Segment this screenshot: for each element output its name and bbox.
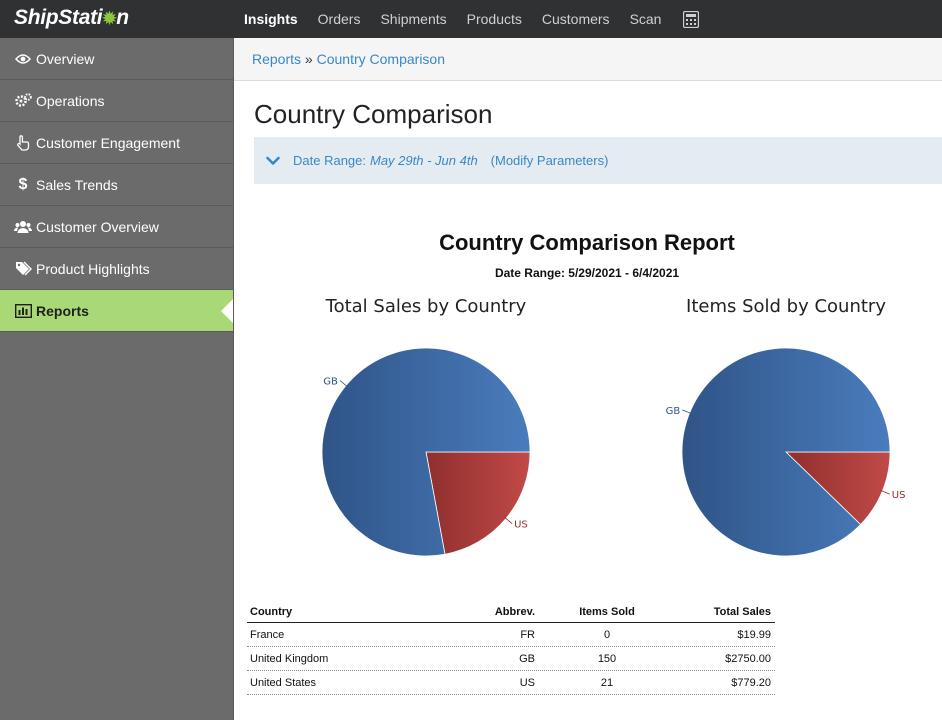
chevron-down-icon[interactable] xyxy=(266,156,280,166)
sidebar-item-label: Reports xyxy=(36,302,89,319)
nav-orders[interactable]: Orders xyxy=(317,11,361,27)
pie-label-us: US xyxy=(892,490,906,501)
nav-shipments[interactable]: Shipments xyxy=(380,11,447,27)
country-table: Country Abbrev. Items Sold Total Sales F… xyxy=(247,602,775,695)
pie-label-leader xyxy=(504,516,513,524)
sidebar-item-customer-engagement[interactable]: Customer Engagement xyxy=(0,122,233,164)
pie-slice-gb xyxy=(681,347,891,557)
sidebar-item-operations[interactable]: Operations xyxy=(0,80,233,122)
modify-parameters-link[interactable]: (Modify Parameters) xyxy=(490,153,609,168)
cell-items-sold: 0 xyxy=(603,628,611,641)
cell-abbrev: US xyxy=(519,676,535,689)
total-sales-chart-title: Total Sales by Country xyxy=(325,296,527,317)
table-row: United States US 21 $779.20 xyxy=(247,671,775,695)
cell-country: United Kingdom xyxy=(250,652,329,665)
cell-abbrev: FR xyxy=(520,628,535,641)
dollar-icon: $ xyxy=(18,175,28,193)
header-country: Country xyxy=(250,606,293,618)
table-row: France FR 0 $19.99 xyxy=(247,623,775,647)
eye-icon xyxy=(14,51,32,67)
cell-total-sales: $779.20 xyxy=(731,676,771,689)
sidebar-item-label: Overview xyxy=(36,50,95,67)
sidebar-item-customer-overview[interactable]: Customer Overview xyxy=(0,206,233,248)
cell-country: France xyxy=(250,628,285,641)
nav-scan[interactable]: Scan xyxy=(629,11,662,27)
page-title: Country Comparison xyxy=(254,99,493,129)
cell-country: United States xyxy=(250,676,317,689)
breadcrumb: Reports » Country Comparison xyxy=(234,38,942,81)
cell-abbrev: GB xyxy=(519,652,535,665)
table-header-row: Country Abbrev. Items Sold Total Sales xyxy=(247,602,775,623)
sidebar-item-label: Customer Engagement xyxy=(36,134,180,151)
pie-label-leader xyxy=(682,409,692,414)
users-icon xyxy=(14,219,32,235)
nav-customers[interactable]: Customers xyxy=(541,11,610,27)
breadcrumb-current-link[interactable]: Country Comparison xyxy=(316,51,445,67)
sidebar-item-product-highlights[interactable]: Product Highlights xyxy=(0,248,233,290)
tags-icon xyxy=(14,261,32,277)
main-nav: Insights Orders Shipments Products Custo… xyxy=(244,0,700,38)
breadcrumb-separator: » xyxy=(304,51,313,67)
nav-products[interactable]: Products xyxy=(466,11,522,27)
sidebar-item-label: Customer Overview xyxy=(36,218,159,235)
pie-label-us: US xyxy=(514,520,528,531)
sidebar-item-label: Product Highlights xyxy=(36,260,150,277)
sidebar-item-overview[interactable]: Overview xyxy=(0,38,233,80)
nav-insights[interactable]: Insights xyxy=(244,11,298,27)
header-items-sold: Items Sold xyxy=(579,606,635,618)
cell-total-sales: $19.99 xyxy=(737,628,771,641)
cell-items-sold: 150 xyxy=(597,652,617,665)
pointer-hand-icon xyxy=(14,134,32,151)
sidebar: Overview Operations Customer Engagement … xyxy=(0,38,234,720)
sidebar-item-reports[interactable]: Reports xyxy=(0,290,233,332)
top-navigation-bar: ShipStati✹n Insights Orders Shipments Pr… xyxy=(0,0,942,38)
items-sold-pie-chart: US GB xyxy=(666,347,906,557)
gear-logo-icon: ✹ xyxy=(102,9,117,28)
gears-icon xyxy=(14,93,32,109)
sidebar-item-label: Operations xyxy=(36,92,105,109)
header-total-sales: Total Sales xyxy=(713,606,771,618)
pie-label-leader xyxy=(339,380,348,388)
cell-items-sold: 21 xyxy=(600,676,614,689)
pie-label-gb: GB xyxy=(323,376,338,387)
sidebar-item-sales-trends[interactable]: $ Sales Trends xyxy=(0,164,233,206)
shipstation-logo[interactable]: ShipStati✹n xyxy=(14,6,129,29)
cell-total-sales: $2750.00 xyxy=(725,652,771,665)
date-range-value: May 29th - Jun 4th xyxy=(370,153,478,168)
sidebar-item-label: Sales Trends xyxy=(36,176,118,193)
pie-label-gb: GB xyxy=(666,406,681,417)
report-subtitle: Date Range: 5/29/2021 - 6/4/2021 xyxy=(494,266,680,280)
items-sold-chart-title: Items Sold by Country xyxy=(686,296,886,317)
date-range-label: Date Range: xyxy=(293,153,366,168)
bar-chart-icon xyxy=(14,303,32,319)
report-title: Country Comparison Report xyxy=(439,230,735,255)
parameters-bar[interactable]: Date Range: May 29th - Jun 4th (Modify P… xyxy=(254,137,942,184)
total-sales-pie-chart: US GB xyxy=(321,347,531,557)
header-abbrev: Abbrev. xyxy=(494,606,535,618)
calculator-icon[interactable] xyxy=(683,10,700,28)
table-row: United Kingdom GB 150 $2750.00 xyxy=(247,647,775,671)
pie-label-leader xyxy=(880,490,890,495)
active-indicator xyxy=(221,299,233,323)
breadcrumb-reports-link[interactable]: Reports xyxy=(252,51,302,67)
